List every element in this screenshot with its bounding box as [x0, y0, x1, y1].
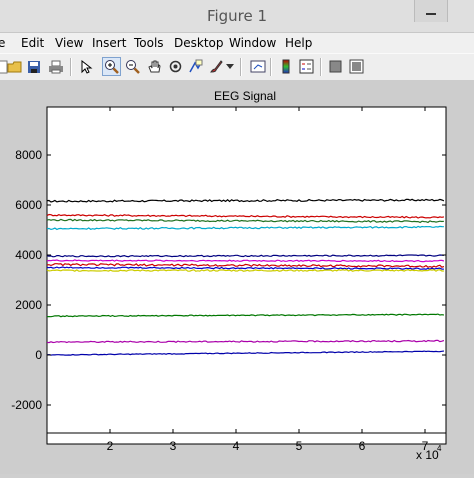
edit-plot-arrow-icon[interactable]	[76, 57, 95, 76]
eeg-channel-line	[46, 339, 445, 344]
eeg-channel-line	[46, 259, 445, 263]
x-tick-label: 7	[422, 439, 429, 453]
figure-toolbar	[0, 53, 474, 81]
new-figure-icon[interactable]	[0, 57, 11, 76]
window-titlebar: Figure 1	[0, 0, 474, 33]
eeg-channel-line	[46, 218, 444, 224]
ticks-group: -2000 0 2000 4000 6000 8000 2 3 4 5 6 7	[11, 107, 446, 453]
axes-box[interactable]	[46, 106, 447, 445]
x-exponent-label: x 10 4	[416, 444, 442, 462]
eeg-channel-line	[46, 350, 444, 356]
legend-icon[interactable]	[297, 57, 316, 76]
chart-title: EEG Signal	[214, 89, 276, 103]
y-tick-label: 8000	[15, 148, 42, 162]
toolbar-separator	[240, 58, 242, 76]
menu-window[interactable]: Window	[229, 36, 277, 50]
zoom-out-icon[interactable]	[123, 57, 142, 76]
rotate-3d-icon[interactable]	[166, 57, 185, 76]
y-tick-label: 0	[35, 348, 42, 362]
hide-plot-tools-icon[interactable]	[326, 57, 345, 76]
zoom-in-icon[interactable]	[102, 57, 121, 76]
x-tick-label: 3	[170, 439, 177, 453]
toolbar-separator	[320, 58, 322, 76]
y-tick-label: 6000	[15, 198, 42, 212]
x-exponent-power: 4	[437, 444, 442, 453]
menu-bar: e Edit View Insert Tools Desktop Window …	[0, 33, 474, 53]
x-tick-label: 4	[233, 439, 240, 453]
pan-hand-icon[interactable]	[145, 57, 164, 76]
figure-canvas: EEG Signal -2000 0 2000 4000 6000 8000 2 3 4 5 6 7 …	[0, 80, 474, 474]
data-cursor-icon[interactable]	[186, 57, 205, 76]
eeg-channel-line	[46, 213, 445, 219]
save-icon[interactable]	[24, 57, 43, 76]
x-tick-label: 2	[107, 439, 114, 453]
minimize-button[interactable]	[414, 0, 448, 22]
show-plot-tools-icon[interactable]	[347, 57, 366, 76]
menu-tools[interactable]: Tools	[134, 36, 164, 50]
brush-icon[interactable]	[207, 57, 226, 76]
eeg-channel-line	[46, 198, 445, 203]
menu-edit[interactable]: Edit	[21, 36, 45, 50]
eeg-channel-line	[46, 225, 444, 231]
y-tick-label: 4000	[15, 248, 42, 262]
print-icon[interactable]	[46, 57, 65, 76]
colorbar-icon[interactable]	[276, 57, 295, 76]
menu-help[interactable]: Help	[285, 36, 313, 50]
brush-dropdown-icon[interactable]	[225, 57, 235, 76]
menu-file[interactable]: e	[0, 36, 6, 50]
eeg-channel-line	[46, 313, 444, 318]
eeg-channel-line	[46, 269, 444, 272]
eeg-channel-line	[46, 266, 444, 270]
open-file-icon[interactable]	[5, 57, 24, 76]
window-title: Figure 1	[206, 7, 268, 25]
toolbar-separator	[70, 58, 72, 76]
series-group	[46, 198, 445, 356]
menu-insert[interactable]: Insert	[92, 36, 127, 50]
x-tick-label: 5	[296, 439, 303, 453]
y-tick-label: -2000	[11, 398, 42, 412]
eeg-channel-line	[46, 254, 444, 258]
x-tick-label: 6	[359, 439, 366, 453]
menu-view[interactable]: View	[55, 36, 84, 50]
minimize-icon	[426, 13, 436, 15]
menu-desktop[interactable]: Desktop	[174, 36, 224, 50]
y-tick-label: 2000	[15, 298, 42, 312]
toolbar-separator	[270, 58, 272, 76]
x-exponent-base: x 10	[416, 448, 439, 462]
link-plot-icon[interactable]	[248, 57, 267, 76]
eeg-channel-line	[46, 263, 445, 268]
